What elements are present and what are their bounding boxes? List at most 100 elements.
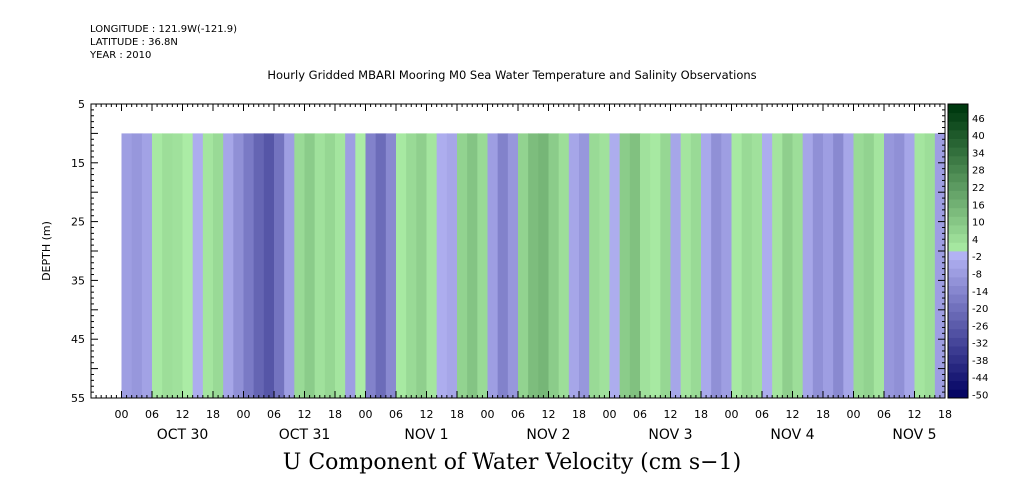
heatmap-cell — [792, 133, 804, 398]
colorbar-swatch — [948, 242, 968, 252]
heatmap-cell — [924, 133, 936, 398]
colorbar-label: -26 — [972, 321, 988, 332]
heatmap-cell — [477, 133, 489, 398]
x-day-label: OCT 30 — [157, 427, 209, 443]
x-hour-label: 18 — [694, 408, 708, 421]
heatmap-cell — [121, 133, 133, 398]
x-hour-label: 00 — [481, 408, 495, 421]
heatmap-cell — [436, 133, 448, 398]
heatmap-cell — [497, 133, 509, 398]
x-hour-label: 18 — [572, 408, 586, 421]
latitude-label: LATITUDE : 36.8N — [90, 37, 178, 48]
heatmap-cell — [853, 133, 865, 398]
x-hour-label: 12 — [664, 408, 678, 421]
heatmap-cell — [558, 133, 570, 398]
longitude-label: LONGITUDE : 121.9W(-121.9) — [90, 24, 237, 35]
colorbar-swatch — [948, 276, 968, 286]
year-label: YEAR : 2010 — [90, 50, 152, 61]
colorbar-label: -8 — [972, 269, 982, 280]
heatmap-cell — [873, 133, 885, 398]
x-hour-label: 18 — [328, 408, 342, 421]
heatmap-cell — [416, 133, 428, 398]
colorbar-swatch — [948, 311, 968, 321]
colorbar-swatch — [948, 207, 968, 217]
colorbar-label: -44 — [972, 373, 988, 384]
colorbar-swatch — [948, 112, 968, 122]
x-hour-label: 06 — [633, 408, 647, 421]
heatmap-cell — [263, 133, 275, 398]
x-day-label: NOV 2 — [526, 427, 570, 443]
heatmap-cell — [274, 133, 285, 398]
heatmap-cell — [243, 133, 255, 398]
colorbar-swatch — [948, 259, 968, 269]
heatmap-cell — [426, 133, 438, 398]
colorbar-swatch — [948, 129, 968, 139]
heatmap-cell — [406, 133, 417, 398]
heatmap-cell — [568, 133, 580, 398]
colorbar-swatch — [948, 121, 968, 131]
colorbar-label: -32 — [972, 339, 988, 350]
x-hour-label: 00 — [725, 408, 739, 421]
x-hour-label: 18 — [450, 408, 464, 421]
x-hour-label: 18 — [206, 408, 220, 421]
x-hour-label: 06 — [511, 408, 525, 421]
heatmap-cell — [518, 133, 529, 398]
heatmap-cell — [385, 133, 397, 398]
heatmap-cell — [548, 133, 560, 398]
x-hour-label: 18 — [816, 408, 830, 421]
colorbar-swatch — [948, 138, 968, 148]
heatmap-cell — [772, 133, 783, 398]
colorbar-swatch — [948, 147, 968, 157]
heatmap-cell — [802, 133, 814, 398]
colorbar-label: -14 — [972, 287, 988, 298]
heatmap-cell — [619, 133, 631, 398]
heatmap-cell — [914, 133, 926, 398]
colorbar-label: 16 — [972, 200, 985, 211]
heatmap-cell — [660, 133, 672, 398]
heatmap-cell — [253, 133, 265, 398]
heatmap-cell — [507, 133, 519, 398]
y-tick-label: 25 — [71, 216, 85, 229]
heatmap-cell — [812, 133, 824, 398]
heatmap-cell — [365, 133, 377, 398]
x-hour-label: 06 — [389, 408, 403, 421]
colorbar-swatch — [948, 199, 968, 209]
x-hour-label: 12 — [908, 408, 922, 421]
heatmap-cell — [172, 133, 184, 398]
x-hour-label: 00 — [847, 408, 861, 421]
heatmap-cell — [721, 133, 733, 398]
heatmap-cell — [223, 133, 234, 398]
x-hour-label: 06 — [267, 408, 281, 421]
y-tick-label: 15 — [71, 157, 85, 170]
heatmap-cell — [762, 133, 773, 398]
y-axis: 5 15 25 35 45 55 — [71, 98, 945, 405]
heatmap-cell — [487, 133, 499, 398]
colorbar-swatch — [948, 268, 968, 278]
heatmap-cell — [528, 133, 539, 398]
heatmap-cell — [182, 133, 194, 398]
colorbar-swatch — [948, 251, 968, 261]
heatmap-cell — [538, 133, 550, 398]
x-hour-label: 12 — [420, 408, 434, 421]
colorbar-swatch — [948, 155, 968, 165]
y-tick-label: 45 — [71, 333, 85, 346]
heatmap-cell — [599, 133, 611, 398]
y-axis-label: DEPTH (m) — [40, 221, 53, 281]
colorbar-label: 10 — [972, 218, 985, 229]
heatmap-cell — [741, 133, 753, 398]
heatmap-cell — [884, 133, 895, 398]
colorbar-swatch — [948, 164, 968, 174]
colorbar-label: 34 — [972, 148, 985, 159]
x-hour-label: 06 — [755, 408, 769, 421]
heatmap-cell — [751, 133, 763, 398]
colorbar-swatch — [948, 104, 968, 114]
colorbar-swatch — [948, 181, 968, 191]
colorbar-swatch — [948, 389, 968, 399]
x-hour-label: 00 — [237, 408, 251, 421]
heatmap-cell — [650, 133, 661, 398]
heatmap-cell — [711, 133, 722, 398]
heatmap-cells — [121, 133, 946, 398]
colorbar-border — [947, 103, 969, 399]
heatmap-cell — [284, 133, 295, 398]
heatmap-cell — [680, 133, 692, 398]
